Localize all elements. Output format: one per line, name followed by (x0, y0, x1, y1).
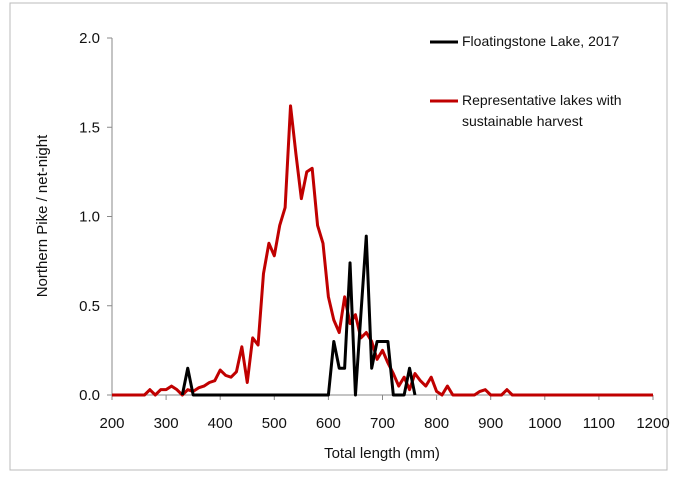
x-tick-label: 800 (424, 415, 449, 432)
x-tick-label: 1000 (528, 415, 561, 432)
x-tick-label: 400 (208, 415, 233, 432)
x-tick-label: 200 (99, 415, 124, 432)
y-axis-label: Northern Pike / net-night (34, 134, 51, 297)
y-tick-label: 2.0 (79, 30, 100, 47)
frame (9, 2, 668, 471)
x-tick-label: 900 (478, 415, 503, 432)
y-tick-label: 1.5 (79, 119, 100, 136)
x-tick-label: 300 (154, 415, 179, 432)
x-tick-label: 1100 (583, 415, 615, 432)
x-tick-label: 600 (316, 415, 341, 432)
x-axis-label: Total length (mm) (324, 445, 440, 462)
legend-label: Floatingstone Lake, 2017 (462, 33, 620, 49)
series-line (180, 234, 417, 397)
x-tick-label: 500 (262, 415, 287, 432)
legend-label: Representative lakes with sustainable ha… (462, 92, 622, 129)
series-line (112, 104, 653, 397)
y-tick-label: 0.5 (79, 298, 100, 315)
y-tick-label: 0.0 (79, 387, 100, 404)
x-tick-label: 700 (370, 415, 395, 432)
x-tick-label: 1200 (636, 415, 669, 432)
y-tick-label: 1.0 (79, 209, 100, 226)
